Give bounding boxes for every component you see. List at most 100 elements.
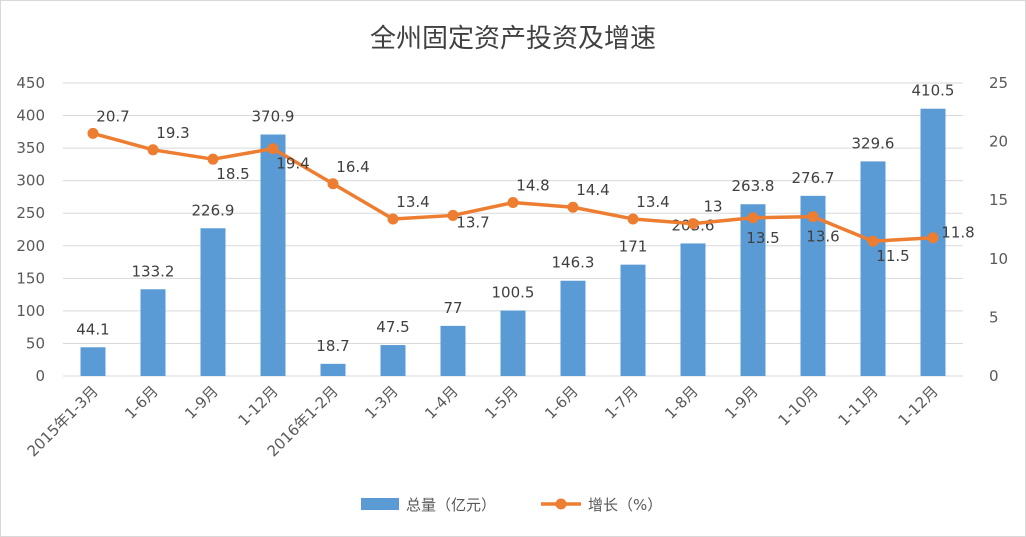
right-axis-tick-label: 10	[989, 250, 1008, 268]
line-data-label: 14.8	[516, 177, 549, 195]
legend-line-label: 增长（%）	[588, 496, 662, 514]
bar-data-label: 329.6	[852, 134, 895, 152]
bar	[200, 228, 226, 376]
line-point	[147, 144, 159, 156]
right-axis-tick-label: 20	[989, 133, 1008, 151]
x-axis-tick-label: 1-11月	[834, 382, 881, 429]
right-axis-tick-label: 0	[989, 367, 999, 385]
line-point	[627, 213, 639, 225]
bar	[800, 195, 826, 376]
bar-data-label: 171	[619, 238, 648, 256]
right-axis-ticks: 0 5 10 15 20 25	[989, 74, 1008, 385]
x-axis-tick-label: 1-6月	[121, 382, 162, 423]
x-axis-tick-label: 2015年1-3月	[24, 382, 102, 460]
bar	[620, 264, 646, 376]
bar	[380, 345, 406, 376]
left-axis-tick-label: 50	[26, 334, 45, 352]
bar-data-label: 263.8	[732, 177, 775, 195]
x-axis-tick-label: 1-3月	[361, 382, 402, 423]
left-axis-tick-label: 0	[35, 367, 45, 385]
x-axis-tick-label: 1-6月	[541, 382, 582, 423]
legend-line-marker	[555, 498, 567, 510]
x-axis-tick-label: 1-10月	[774, 382, 821, 429]
bar-series: 44.1 133.2 226.9 370.9 18.7 47.5 77 100.5 146.3 1…	[76, 82, 955, 377]
left-axis-tick-label: 150	[16, 269, 45, 287]
line-point	[87, 127, 99, 139]
left-axis-tick-label: 300	[16, 172, 45, 190]
line-data-label: 13.5	[746, 229, 779, 247]
line-data-label: 16.4	[336, 158, 369, 176]
x-axis-tick-label: 1-8月	[661, 382, 702, 423]
line-data-label: 18.5	[216, 165, 249, 183]
left-axis-tick-label: 200	[16, 237, 45, 255]
bar	[560, 280, 586, 376]
line-point	[327, 178, 339, 190]
left-axis-tick-label: 450	[16, 74, 45, 92]
x-axis-tick-label: 1-9月	[181, 382, 222, 423]
line-point	[867, 235, 879, 247]
line-point	[507, 197, 519, 209]
line-data-label: 19.4	[276, 155, 309, 173]
x-axis-tick-label: 1-9月	[721, 382, 762, 423]
line-point	[747, 212, 759, 224]
bar-data-label: 18.7	[316, 337, 349, 355]
bar	[860, 161, 886, 376]
chart-title: 全州固定资产投资及增速	[370, 24, 656, 54]
line-data-label: 13.4	[396, 193, 429, 211]
right-axis-tick-label: 15	[989, 191, 1008, 209]
right-axis-tick-label: 5	[989, 308, 999, 326]
line-data-label: 20.7	[96, 107, 129, 125]
bar	[320, 363, 346, 376]
bar-data-label: 276.7	[792, 169, 835, 187]
line-point	[807, 211, 819, 223]
line-point	[567, 201, 579, 213]
legend-bar-label: 总量（亿元）	[406, 496, 496, 514]
left-axis-tick-label: 400	[16, 107, 45, 125]
bar	[140, 289, 166, 376]
bar-data-label: 146.3	[552, 254, 595, 272]
line-point	[687, 218, 699, 230]
bar-data-label: 226.9	[192, 201, 235, 219]
bar	[500, 310, 526, 376]
line-data-label: 11.5	[876, 247, 909, 265]
line-data-label: 13.4	[636, 193, 669, 211]
line-point	[267, 143, 279, 155]
legend-bar-swatch	[361, 498, 399, 510]
bar	[80, 347, 106, 376]
legend: 总量（亿元） 增长（%）	[361, 496, 662, 514]
bar-data-label: 370.9	[252, 108, 295, 126]
bar	[260, 134, 286, 376]
bar	[440, 325, 466, 376]
bar-data-label: 410.5	[912, 82, 955, 100]
x-axis-tick-label: 1-4月	[421, 382, 462, 423]
x-axis-tick-label: 1-12月	[894, 382, 941, 429]
line-point	[387, 213, 399, 225]
x-axis-tick-label: 1-12月	[234, 382, 281, 429]
left-axis-tick-label: 350	[16, 139, 45, 157]
x-axis-tick-label: 1-5月	[481, 382, 522, 423]
left-axis-tick-label: 100	[16, 302, 45, 320]
line-data-label: 19.3	[156, 124, 189, 142]
bar-data-label: 133.2	[132, 262, 175, 280]
bar-data-label: 47.5	[376, 318, 409, 336]
x-axis-tick-label: 1-7月	[601, 382, 642, 423]
line-data-label: 13	[703, 198, 722, 216]
bar-data-label: 77	[443, 299, 462, 317]
bar-data-label: 100.5	[492, 284, 535, 302]
left-axis-tick-label: 250	[16, 204, 45, 222]
line-series: 20.7 19.3 18.5 19.4 16.4 13.4 13.7 14.8 14.4 13.4…	[87, 107, 975, 265]
line-data-label: 13.7	[456, 213, 489, 231]
right-axis-tick-label: 25	[989, 74, 1008, 92]
line-point	[207, 153, 219, 165]
line-data-label: 11.8	[941, 224, 974, 242]
bar	[740, 204, 766, 376]
line-data-label: 14.4	[576, 181, 609, 199]
bar	[680, 243, 706, 376]
line-point	[927, 232, 939, 244]
bar-data-label: 44.1	[76, 320, 109, 338]
line-data-label: 13.6	[806, 228, 839, 246]
line-point	[447, 209, 459, 221]
